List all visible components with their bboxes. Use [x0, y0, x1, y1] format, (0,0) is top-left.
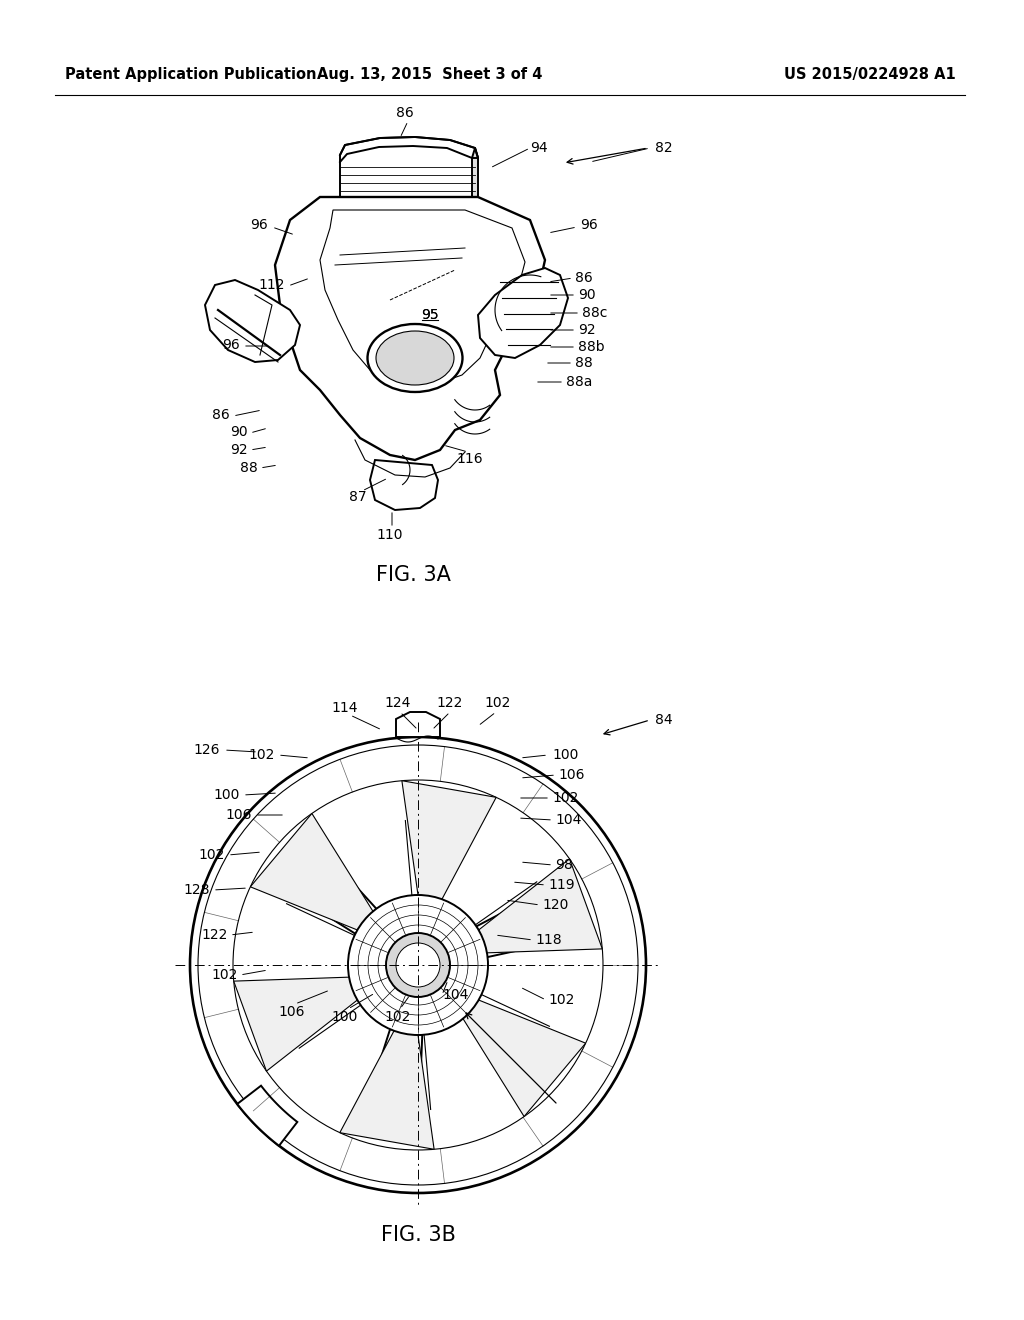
Text: 86: 86: [575, 271, 593, 285]
Circle shape: [233, 780, 603, 1150]
Text: 94: 94: [530, 141, 548, 154]
Text: 112: 112: [258, 279, 285, 292]
Text: 100: 100: [332, 1010, 358, 1024]
Text: 95: 95: [421, 308, 439, 322]
Text: 106: 106: [279, 1005, 305, 1019]
Ellipse shape: [368, 323, 463, 392]
Ellipse shape: [376, 331, 454, 385]
Polygon shape: [275, 197, 545, 459]
Text: 88: 88: [241, 461, 258, 475]
Polygon shape: [205, 280, 300, 362]
Text: 98: 98: [555, 858, 572, 873]
Text: 128: 128: [183, 883, 210, 898]
Text: 102: 102: [212, 968, 238, 982]
Text: 118: 118: [535, 933, 561, 946]
Polygon shape: [368, 1030, 422, 1110]
Text: 102: 102: [199, 847, 225, 862]
Text: 95: 95: [421, 308, 439, 322]
Circle shape: [190, 737, 646, 1193]
Text: 102: 102: [385, 1010, 412, 1024]
Polygon shape: [370, 459, 438, 510]
Text: 114: 114: [332, 701, 358, 715]
Text: 88: 88: [575, 356, 593, 370]
Text: 116: 116: [457, 451, 483, 466]
Polygon shape: [238, 1085, 297, 1146]
Polygon shape: [463, 1001, 586, 1117]
Text: 90: 90: [578, 288, 596, 302]
Text: 110: 110: [377, 528, 403, 543]
Polygon shape: [319, 210, 525, 385]
Text: 92: 92: [578, 323, 596, 337]
Text: 84: 84: [655, 713, 673, 727]
Text: 104: 104: [555, 813, 582, 828]
Text: 119: 119: [548, 878, 574, 892]
Text: 106: 106: [558, 768, 585, 781]
Text: FIG. 3A: FIG. 3A: [376, 565, 451, 585]
Text: 88c: 88c: [582, 306, 607, 319]
Text: 96: 96: [222, 338, 240, 352]
Text: 102: 102: [552, 791, 579, 805]
Polygon shape: [292, 853, 377, 933]
Text: 126: 126: [194, 743, 220, 756]
Text: 122: 122: [202, 928, 228, 942]
Polygon shape: [396, 711, 440, 737]
Text: 92: 92: [230, 444, 248, 457]
Text: 96: 96: [250, 218, 268, 232]
Text: 86: 86: [396, 106, 414, 120]
Polygon shape: [401, 780, 497, 899]
Text: 102: 102: [548, 993, 574, 1007]
Circle shape: [348, 895, 488, 1035]
Polygon shape: [472, 148, 478, 198]
Text: 124: 124: [385, 696, 412, 710]
Text: FIG. 3B: FIG. 3B: [381, 1225, 456, 1245]
Polygon shape: [476, 891, 561, 957]
Text: US 2015/0224928 A1: US 2015/0224928 A1: [784, 67, 955, 82]
Polygon shape: [478, 268, 568, 358]
Text: 104: 104: [442, 987, 468, 1002]
Text: Aug. 13, 2015  Sheet 3 of 4: Aug. 13, 2015 Sheet 3 of 4: [317, 67, 543, 82]
Polygon shape: [250, 813, 373, 931]
Text: 122: 122: [437, 696, 463, 710]
Text: Patent Application Publication: Patent Application Publication: [65, 67, 316, 82]
Polygon shape: [478, 859, 602, 953]
Text: 120: 120: [542, 898, 568, 912]
Text: 88a: 88a: [566, 375, 592, 389]
Circle shape: [396, 942, 440, 987]
Text: 96: 96: [580, 218, 598, 232]
Text: 88b: 88b: [578, 341, 604, 354]
Circle shape: [386, 933, 450, 997]
Text: 100: 100: [214, 788, 240, 803]
Text: 106: 106: [225, 808, 252, 822]
Text: 86: 86: [212, 408, 230, 422]
Text: 102: 102: [484, 696, 511, 710]
Text: 82: 82: [655, 141, 673, 154]
Text: 102: 102: [249, 748, 275, 762]
Text: 100: 100: [552, 748, 579, 762]
Text: 90: 90: [230, 425, 248, 440]
Polygon shape: [233, 977, 357, 1071]
Polygon shape: [340, 137, 478, 198]
Text: 87: 87: [349, 490, 367, 504]
Polygon shape: [340, 1031, 434, 1150]
